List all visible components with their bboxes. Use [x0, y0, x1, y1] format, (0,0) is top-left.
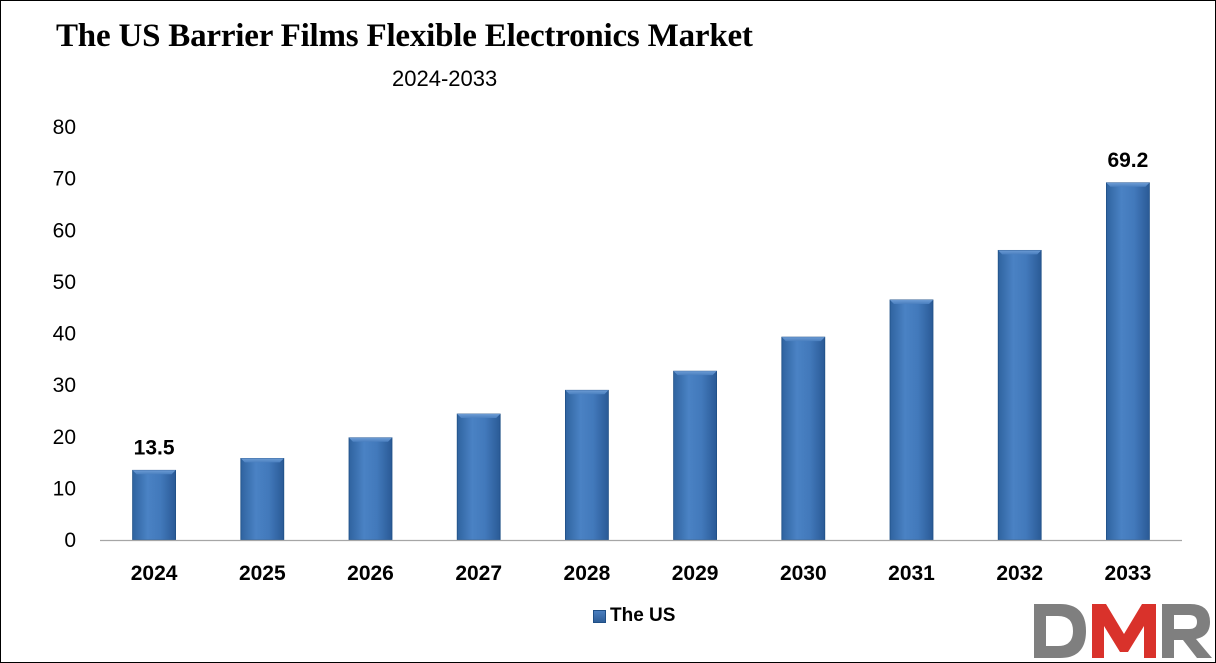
- bar-body: [565, 389, 609, 541]
- bar-2032: [997, 249, 1042, 541]
- y-tick-label: 30: [53, 374, 76, 397]
- bar-2025: [240, 458, 285, 541]
- bar-bevel: [673, 371, 717, 376]
- y-tick-label: 10: [53, 477, 76, 500]
- bar-bevel: [240, 458, 284, 463]
- bar-body: [1106, 182, 1150, 541]
- bar-body: [132, 469, 177, 541]
- x-tick-label: 2030: [780, 562, 827, 585]
- bar-2029: [673, 370, 717, 541]
- bar-body: [997, 249, 1042, 541]
- bar-bevel: [132, 470, 176, 475]
- y-tick-label: 40: [53, 323, 76, 346]
- bar-series-the-us: [132, 182, 1150, 541]
- x-tick-label: 2028: [564, 562, 611, 585]
- bar-bevel: [1106, 182, 1150, 187]
- legend-label: The US: [610, 605, 676, 626]
- chart-title: The US Barrier Films Flexible Electronic…: [56, 18, 753, 54]
- bar-bevel: [565, 390, 609, 395]
- x-tick-label: 2024: [131, 562, 178, 585]
- bar-body: [889, 299, 934, 541]
- bar-bevel: [890, 299, 933, 304]
- bar-body: [348, 437, 393, 541]
- chart-subtitle: 2024-2033: [392, 66, 498, 91]
- y-tick-label: 70: [53, 168, 76, 191]
- y-tick-label: 80: [53, 116, 76, 139]
- bar-2026: [348, 437, 393, 541]
- y-tick-label: 0: [64, 529, 76, 552]
- bar-body: [673, 370, 717, 541]
- bar-bevel: [457, 414, 501, 419]
- bar-bevel: [349, 437, 392, 442]
- bar-body: [456, 413, 501, 541]
- x-tick-label: 2029: [672, 562, 719, 585]
- x-axis: 2024 2025 2026 2027 2028 2029 2030 2031 2032 2033: [131, 562, 1152, 585]
- y-axis: 0 10 20 30 40 50 60 70 80: [53, 116, 76, 552]
- x-tick-label: 2032: [996, 562, 1043, 585]
- bar-bevel: [998, 250, 1042, 255]
- bar-bevel: [781, 337, 825, 342]
- x-tick-label: 2027: [455, 562, 502, 585]
- x-tick-label: 2026: [347, 562, 394, 585]
- data-labels: 13.5 69.2: [134, 149, 1149, 460]
- dmr-logo: [1034, 604, 1212, 658]
- y-tick-label: 20: [53, 426, 76, 449]
- legend-swatch: [593, 609, 606, 623]
- bar-2027: [456, 413, 501, 541]
- x-tick-label: 2025: [239, 562, 286, 585]
- bar-body: [240, 458, 285, 541]
- y-tick-label: 50: [53, 271, 76, 294]
- y-tick-label: 60: [53, 219, 76, 242]
- x-tick-label: 2031: [888, 562, 935, 585]
- bar-2031: [889, 299, 934, 541]
- bar-2033: [1106, 182, 1150, 541]
- bar-2024: [132, 469, 177, 541]
- bar-2030: [781, 336, 826, 541]
- data-label-2033: 69.2: [1107, 149, 1148, 172]
- bar-2028: [565, 389, 609, 541]
- x-tick-label: 2033: [1105, 562, 1152, 585]
- data-label-2024: 13.5: [134, 436, 175, 459]
- bar-body: [781, 336, 826, 541]
- legend: The US: [593, 605, 675, 627]
